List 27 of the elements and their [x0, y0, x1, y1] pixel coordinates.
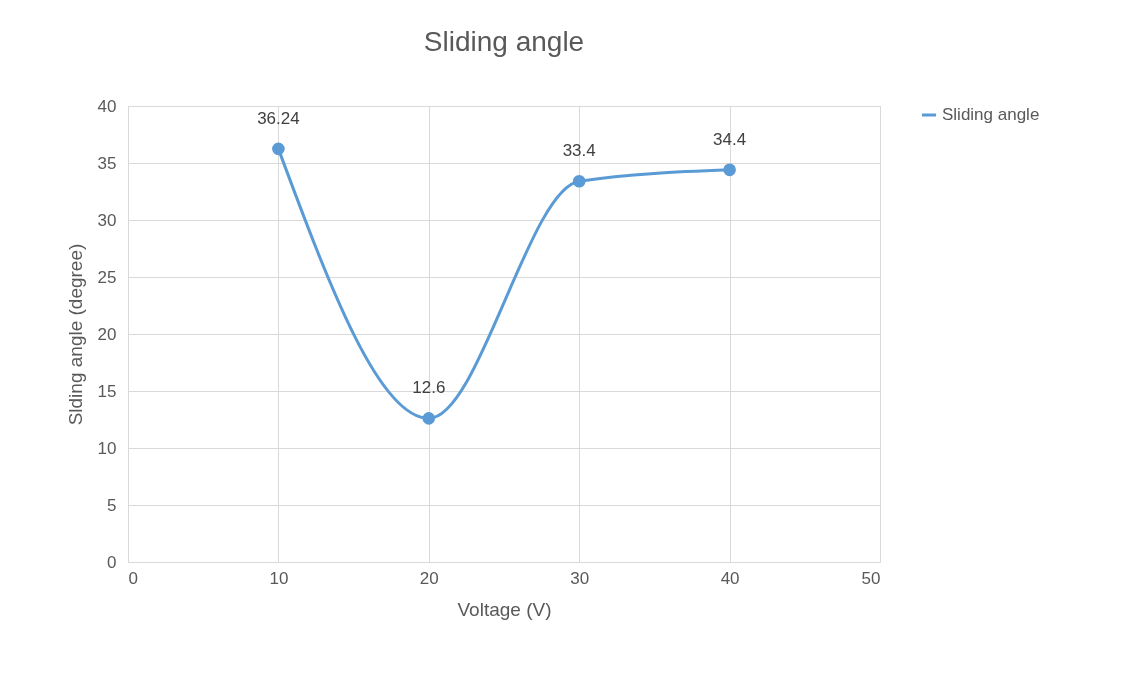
chart-title: Sliding angle [423, 26, 585, 57]
point [272, 142, 285, 156]
x-tick-label: 40 [720, 568, 740, 588]
y-tick-label: 35 [97, 153, 117, 173]
legend-label: Sliding angle [942, 105, 1040, 124]
x-tick-label: 0 [128, 568, 138, 588]
y-tick-label: 25 [97, 267, 117, 287]
point [572, 174, 586, 188]
x-tick-label: 20 [419, 568, 439, 588]
y-tick-label: 5 [107, 495, 117, 515]
x-tick-label: 50 [861, 568, 881, 588]
x-axis-title: Voltage (V) [457, 598, 552, 620]
x-tick-label: 10 [269, 568, 289, 588]
y-tick-label: 10 [97, 438, 117, 458]
data-label: 36.24 [257, 108, 300, 128]
y-tick-label: 0 [107, 552, 117, 572]
y-tick-label: 15 [97, 381, 117, 401]
data-label: 12.6 [412, 378, 446, 398]
point [422, 412, 436, 425]
y-tick-label: 20 [97, 324, 117, 344]
point [723, 163, 736, 177]
y-tick-label: 40 [97, 96, 117, 116]
y-tick-label: 30 [97, 210, 117, 230]
x-tick-label: 30 [570, 568, 590, 588]
data-label: 34.4 [713, 129, 747, 149]
data-label: 33.4 [562, 141, 596, 161]
y-axis-title: Slding angle (degree) [64, 243, 86, 426]
